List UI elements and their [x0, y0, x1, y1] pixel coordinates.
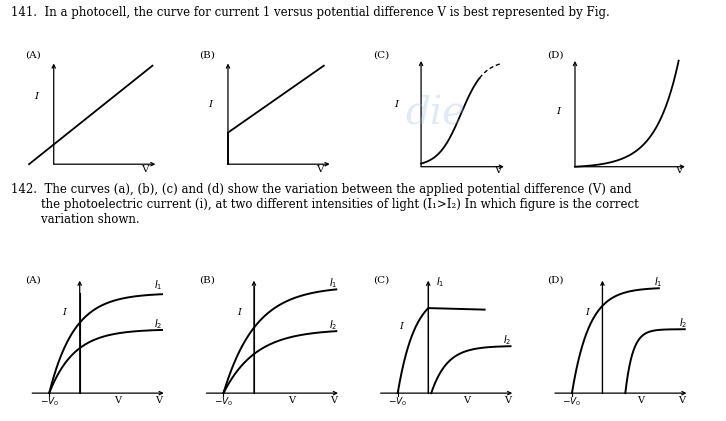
Text: V: V — [114, 396, 121, 405]
Text: die: die — [406, 95, 465, 132]
Text: I: I — [62, 308, 66, 317]
Text: $I_2$: $I_2$ — [155, 317, 163, 331]
Text: I: I — [394, 100, 399, 109]
Text: $-V_0$: $-V_0$ — [214, 395, 233, 408]
Text: (B): (B) — [199, 275, 215, 284]
Text: I: I — [34, 91, 38, 101]
Text: V: V — [155, 396, 163, 405]
Text: (A): (A) — [25, 51, 41, 59]
Text: 142.  The curves (a), (b), (c) and (d) show the variation between the applied po: 142. The curves (a), (b), (c) and (d) sh… — [11, 183, 639, 226]
Text: (A): (A) — [25, 275, 41, 284]
Text: V: V — [142, 165, 149, 174]
Text: V: V — [330, 396, 337, 405]
Text: V: V — [494, 166, 502, 175]
Text: V: V — [637, 396, 644, 405]
Text: I: I — [399, 322, 403, 331]
Text: $I_2$: $I_2$ — [329, 318, 337, 332]
Text: $I_1$: $I_1$ — [155, 279, 163, 293]
Text: $I_1$: $I_1$ — [654, 275, 663, 289]
Text: $-V_0$: $-V_0$ — [563, 395, 582, 408]
Text: 141.  In a photocell, the curve for current 1 versus potential difference V is b: 141. In a photocell, the curve for curre… — [11, 6, 610, 19]
Text: I: I — [556, 107, 560, 116]
Text: V: V — [678, 396, 685, 405]
Text: I: I — [237, 308, 240, 317]
Text: (D): (D) — [547, 51, 564, 59]
Text: V: V — [504, 396, 511, 405]
Text: (C): (C) — [373, 275, 390, 284]
Text: V: V — [288, 396, 295, 405]
Text: (B): (B) — [199, 51, 215, 59]
Text: $I_1$: $I_1$ — [436, 275, 444, 288]
Text: $I_1$: $I_1$ — [329, 277, 337, 290]
Text: $I_2$: $I_2$ — [679, 317, 687, 330]
Text: I: I — [585, 308, 589, 317]
Text: $-V_0$: $-V_0$ — [40, 395, 59, 408]
Text: (D): (D) — [547, 275, 564, 284]
Text: $-V_0$: $-V_0$ — [388, 395, 407, 408]
Text: V: V — [462, 396, 470, 405]
Text: V: V — [675, 166, 682, 175]
Text: (C): (C) — [373, 51, 389, 59]
Text: $I_2$: $I_2$ — [503, 333, 511, 347]
Text: I: I — [208, 100, 213, 109]
Text: V: V — [316, 165, 323, 174]
